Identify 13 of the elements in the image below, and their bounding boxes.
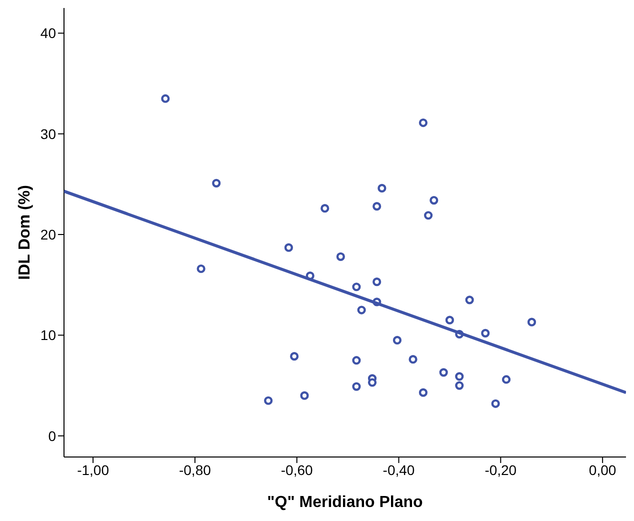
- y-tick-label: 10: [40, 327, 56, 344]
- y-tick-label: 20: [40, 226, 56, 242]
- x-tick-label: -0,40: [382, 462, 415, 478]
- x-tick-label: -0,80: [178, 462, 212, 478]
- y-axis-title: IDL Dom (%): [16, 185, 34, 280]
- y-tick-label: 40: [40, 25, 56, 42]
- x-tick-label: 0,00: [588, 462, 616, 478]
- y-tick-label: 0: [48, 428, 56, 444]
- x-tick-label: -0,20: [484, 462, 517, 478]
- x-tick-label: -0,60: [280, 462, 314, 478]
- x-axis-title: "Q" Meridiano Plano: [267, 494, 424, 511]
- x-tick-label: -1,00: [77, 462, 110, 478]
- y-tick-label: 30: [40, 126, 56, 142]
